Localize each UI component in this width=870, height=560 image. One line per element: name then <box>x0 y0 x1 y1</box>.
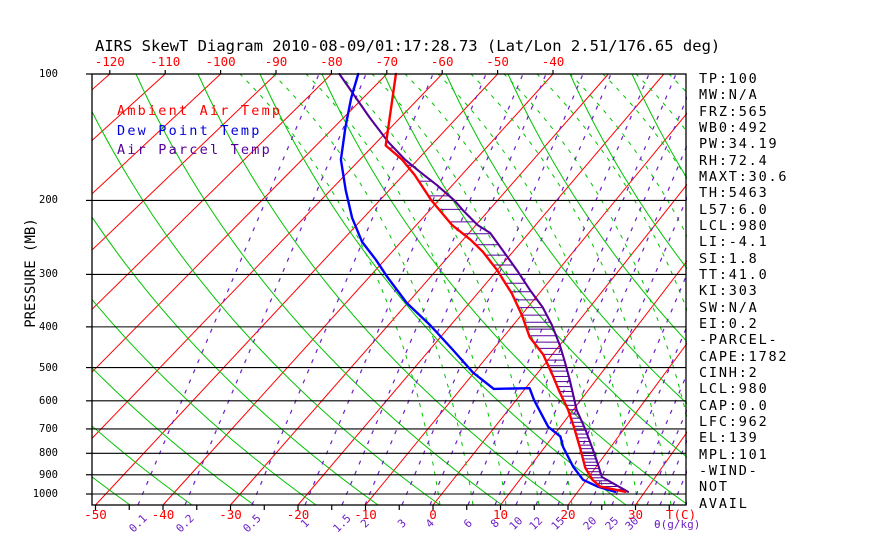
stat-line: -PARCEL- <box>699 332 779 349</box>
stat-line: LCL:980 <box>699 217 769 234</box>
bottom-temp-tick: 0 <box>429 507 437 522</box>
bottom-temp-tick: 30 <box>627 507 644 522</box>
stat-line: L57:6.0 <box>699 201 769 218</box>
pressure-tick: 400 <box>39 320 58 333</box>
bottom-temp-tick: 10 <box>492 507 509 522</box>
top-temp-tick: -60 <box>430 54 454 69</box>
pressure-tick: 300 <box>39 268 58 281</box>
stat-line: CAP:0.0 <box>699 397 769 414</box>
top-temp-tick: -80 <box>320 54 343 69</box>
bottom-temp-tick: -50 <box>84 507 107 522</box>
stat-line: LFC:962 <box>699 413 769 430</box>
stat-line: CAPE:1782 <box>699 348 789 365</box>
stat-line: TT:41.0 <box>699 266 769 283</box>
stat-line: KI:303 <box>699 283 759 300</box>
stat-line: EI:0.2 <box>699 315 759 332</box>
top-temp-tick: -70 <box>375 54 399 69</box>
pressure-axis-label: PRESSURE (MB) <box>23 218 39 328</box>
legend-ambient-air-temp: Ambient Air Temp <box>117 103 283 119</box>
top-temp-tick: -110 <box>150 54 181 69</box>
stat-line: RH:72.4 <box>699 152 769 169</box>
page-title: AIRS SkewT Diagram 2010-08-09/01:17:28.7… <box>95 37 721 55</box>
dew-point-temp-curve <box>339 72 617 493</box>
bottom-temp-tick: -20 <box>286 507 310 522</box>
pressure-tick: 800 <box>39 447 58 460</box>
stat-line: SI:1.8 <box>699 250 759 267</box>
stat-line: FRZ:565 <box>699 103 769 120</box>
stat-line: MPL:101 <box>699 446 769 463</box>
stat-line: AVAIL <box>699 495 749 512</box>
bottom-temp-tick: 20 <box>560 507 576 522</box>
temp-axis-unit-label: T(C) <box>666 507 697 522</box>
stat-line: -WIND- <box>699 462 759 479</box>
stat-line: SW:N/A <box>699 299 759 316</box>
axes-frame <box>86 70 687 510</box>
pressure-tick: 500 <box>39 361 58 374</box>
stat-line: TH:5463 <box>699 185 769 202</box>
legend-air-parcel-temp: Air Parcel Temp <box>117 142 272 158</box>
top-temp-tick: -100 <box>205 54 236 69</box>
stat-line: TP:100 <box>699 71 759 87</box>
pressure-tick: 700 <box>39 422 58 435</box>
stat-line: EL:139 <box>699 430 759 447</box>
stat-line: CINH:2 <box>699 364 759 381</box>
stat-line: LCL:980 <box>699 381 769 398</box>
stat-line: LI:-4.1 <box>699 234 769 251</box>
pressure-tick: 1000 <box>32 488 58 500</box>
stat-line: NOT <box>699 479 729 496</box>
top-temp-tick: -50 <box>486 54 509 69</box>
ambient-air-temp-curve <box>384 72 627 493</box>
legend-dew-point-temp: Dew Point Temp <box>117 122 262 139</box>
pressure-tick: 200 <box>39 194 58 207</box>
pressure-tick: 900 <box>39 468 58 481</box>
mixing-ratio-unit-label: θ(g/kg) <box>654 518 701 531</box>
stat-line: PW:34.19 <box>699 136 779 153</box>
stat-line: WB0:492 <box>699 119 769 136</box>
air-parcel-temp-curve <box>338 72 630 493</box>
top-temp-tick: -90 <box>264 54 288 69</box>
top-temp-tick: -120 <box>94 54 125 69</box>
pressure-tick: 100 <box>39 68 58 80</box>
stat-line: MAXT:30.6 <box>699 168 789 185</box>
pressure-tick: 600 <box>39 394 58 407</box>
bottom-temp-tick: -40 <box>151 507 175 522</box>
bottom-temp-tick: -10 <box>354 507 377 522</box>
stat-line: MW:N/A <box>699 87 759 104</box>
top-temp-tick: -40 <box>541 54 565 69</box>
bottom-temp-tick: -30 <box>219 507 242 522</box>
